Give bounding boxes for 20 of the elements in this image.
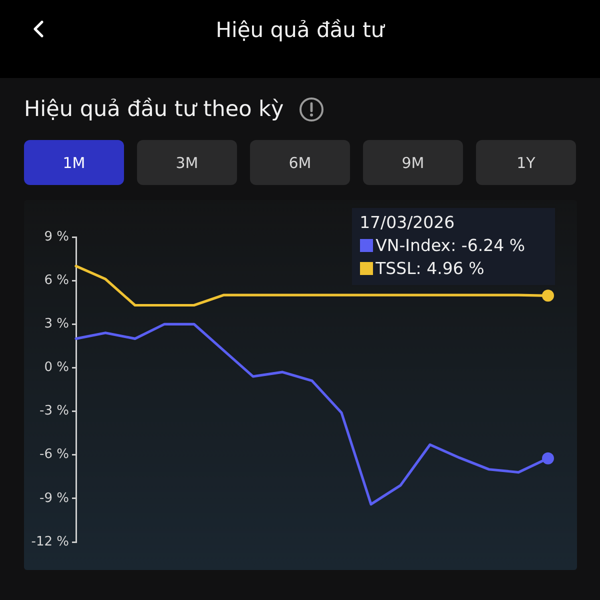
- legend-title: 17/03/2026: [360, 212, 456, 234]
- chart-title: Hiệu quả đầu tư: [214, 17, 386, 43]
- y-tick-label: -12 %: [31, 534, 69, 550]
- y-tick-label: 6 %: [44, 272, 69, 288]
- legend-label: VN-Index: [376, 235, 451, 257]
- period-button[interactable]: 9M: [363, 140, 463, 185]
- y-tick-label: -6 %: [40, 447, 69, 462]
- annotation: : 4.96 %: [416, 258, 484, 280]
- y-tick-label: -9 %: [40, 490, 69, 506]
- y-tick-label: 0 %: [44, 360, 69, 376]
- annotation: : -6.24 %: [450, 235, 525, 257]
- y-tick-label: 3 %: [44, 316, 69, 332]
- legend-label: TSSL: [376, 258, 416, 280]
- y-tick-label: -3 %: [40, 404, 69, 419]
- y-tick-label: 9 %: [44, 229, 69, 244]
- chart-subtitle: Hiệu quả đầu tư theo kỳ: [24, 97, 284, 123]
- period-button[interactable]: 6M: [250, 140, 350, 185]
- period-button[interactable]: 1M: [24, 140, 124, 185]
- period-button[interactable]: 3M: [137, 140, 237, 185]
- period-button[interactable]: 1Y: [476, 140, 576, 185]
